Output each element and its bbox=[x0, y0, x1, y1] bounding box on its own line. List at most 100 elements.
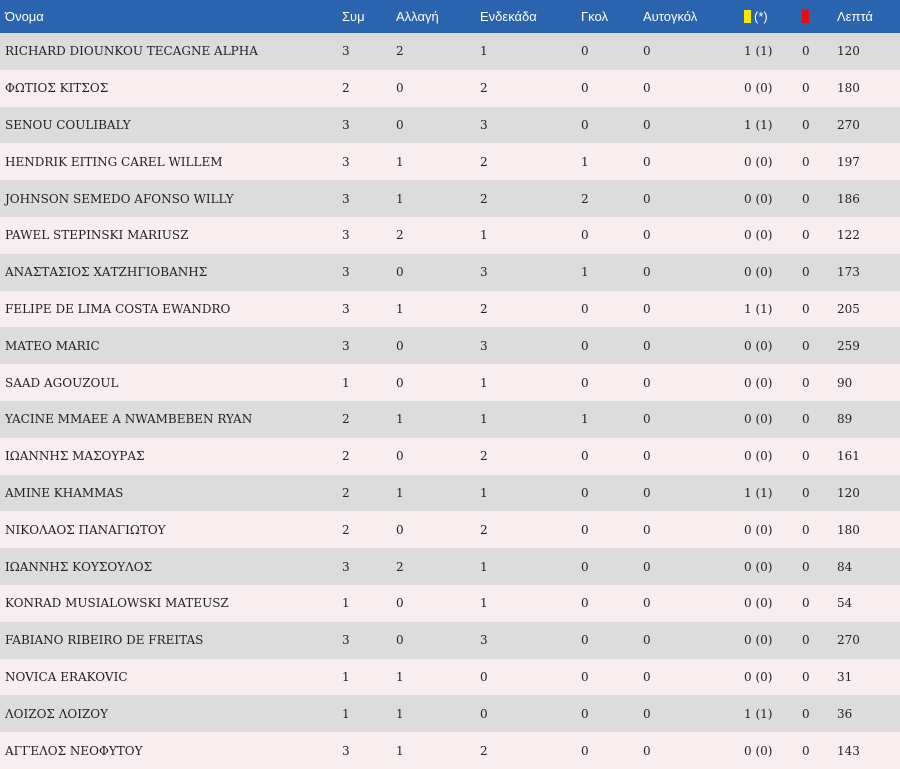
cell-minutes: 36 bbox=[837, 706, 853, 721]
cell-yellow-cards: 0 (0) bbox=[744, 596, 773, 611]
cell-own-goals: 0 bbox=[643, 44, 651, 59]
header-name[interactable]: Όνομα bbox=[5, 9, 44, 24]
cell-own-goals: 0 bbox=[643, 633, 651, 648]
cell-apps: 2 bbox=[342, 522, 350, 537]
cell-name: NOVICA ERAKOVIC bbox=[5, 669, 128, 684]
cell-minutes: 186 bbox=[837, 191, 860, 206]
cell-name: AMINE KHAMMAS bbox=[5, 485, 124, 500]
table-row: FABIANO RIBEIRO DE FREITAS 3 0 3 0 0 0 (0) 0 270 bbox=[0, 621, 900, 659]
cell-goals: 0 bbox=[581, 596, 589, 611]
cell-red-cards: 0 bbox=[802, 706, 810, 721]
cell-yellow-cards: 1 (1) bbox=[744, 706, 773, 721]
cell-starts: 3 bbox=[480, 265, 488, 280]
cell-sub: 0 bbox=[396, 117, 404, 132]
cell-red-cards: 0 bbox=[802, 81, 810, 96]
cell-sub: 0 bbox=[396, 375, 404, 390]
cell-yellow-cards: 0 (0) bbox=[744, 154, 773, 169]
cell-own-goals: 0 bbox=[643, 743, 651, 758]
cell-minutes: 270 bbox=[837, 633, 860, 648]
header-starts[interactable]: Ενδεκάδα bbox=[480, 9, 537, 24]
cell-minutes: 84 bbox=[837, 559, 853, 574]
header-minutes[interactable]: Λεπτά bbox=[837, 9, 873, 24]
cell-sub: 1 bbox=[396, 485, 404, 500]
cell-red-cards: 0 bbox=[802, 44, 810, 59]
cell-own-goals: 0 bbox=[643, 412, 651, 427]
cell-apps: 3 bbox=[342, 191, 350, 206]
cell-minutes: 173 bbox=[837, 265, 860, 280]
cell-own-goals: 0 bbox=[643, 191, 651, 206]
cell-apps: 3 bbox=[342, 117, 350, 132]
cell-goals: 0 bbox=[581, 485, 589, 500]
cell-sub: 0 bbox=[396, 338, 404, 353]
cell-own-goals: 0 bbox=[643, 449, 651, 464]
cell-name: FABIANO RIBEIRO DE FREITAS bbox=[5, 633, 204, 648]
cell-sub: 0 bbox=[396, 265, 404, 280]
cell-starts: 2 bbox=[480, 449, 488, 464]
table-header: Όνομα Συμ Αλλαγή Ενδεκάδα Γκολ Αυτογκόλ … bbox=[0, 0, 900, 33]
cell-yellow-cards: 0 (0) bbox=[744, 669, 773, 684]
header-red-cards[interactable] bbox=[802, 0, 837, 33]
cell-sub: 0 bbox=[396, 633, 404, 648]
cell-red-cards: 0 bbox=[802, 449, 810, 464]
cell-starts: 1 bbox=[480, 412, 488, 427]
header-yellow-cards[interactable]: (*) bbox=[744, 0, 802, 33]
cell-starts: 0 bbox=[480, 706, 488, 721]
cell-minutes: 197 bbox=[837, 154, 860, 169]
cell-apps: 2 bbox=[342, 81, 350, 96]
cell-goals: 1 bbox=[581, 412, 589, 427]
cell-yellow-cards: 0 (0) bbox=[744, 449, 773, 464]
cell-sub: 1 bbox=[396, 743, 404, 758]
cell-apps: 2 bbox=[342, 449, 350, 464]
cell-minutes: 120 bbox=[837, 44, 860, 59]
cell-apps: 2 bbox=[342, 412, 350, 427]
cell-sub: 1 bbox=[396, 301, 404, 316]
cell-red-cards: 0 bbox=[802, 412, 810, 427]
table-row: FELIPE DE LIMA COSTA EWANDRO 3 1 2 0 0 1 (1) 0 2… bbox=[0, 290, 900, 328]
header-sub[interactable]: Αλλαγή bbox=[396, 9, 439, 24]
cell-yellow-cards: 0 (0) bbox=[744, 743, 773, 758]
cell-goals: 2 bbox=[581, 191, 589, 206]
header-apps[interactable]: Συμ bbox=[342, 9, 365, 24]
table-row: ΙΩΑΝΝΗΣ ΚΟΥΣΟΥΛΟΣ 3 2 1 0 0 0 (0) 0 84 bbox=[0, 548, 900, 585]
cell-name: FELIPE DE LIMA COSTA EWANDRO bbox=[5, 301, 231, 316]
cell-red-cards: 0 bbox=[802, 559, 810, 574]
cell-apps: 3 bbox=[342, 265, 350, 280]
cell-starts: 1 bbox=[480, 228, 488, 243]
cell-sub: 0 bbox=[396, 81, 404, 96]
cell-red-cards: 0 bbox=[802, 522, 810, 537]
cell-red-cards: 0 bbox=[802, 596, 810, 611]
cell-minutes: 122 bbox=[837, 228, 860, 243]
cell-red-cards: 0 bbox=[802, 191, 810, 206]
cell-own-goals: 0 bbox=[643, 485, 651, 500]
cell-name: ΝΙΚΟΛΑΟΣ ΠΑΝΑΓΙΩΤΟΥ bbox=[5, 522, 166, 537]
cell-name: RICHARD DIOUNKOU TECAGNE ALPHA bbox=[5, 44, 258, 59]
table-row: ΑΓΓΕΛΟΣ ΝΕΟΦΥΤΟΥ 3 1 2 0 0 0 (0) 0 143 bbox=[0, 732, 900, 769]
cell-red-cards: 0 bbox=[802, 485, 810, 500]
cell-name: YACINE MMAEE A NWAMBEBEN RYAN bbox=[5, 412, 253, 427]
table-row: KONRAD MUSIALOWSKI MATEUSZ 1 0 1 0 0 0 (0) 0 54 bbox=[0, 584, 900, 622]
table-row: SAAD AGOUZOUL 1 0 1 0 0 0 (0) 0 90 bbox=[0, 364, 900, 401]
cell-own-goals: 0 bbox=[643, 596, 651, 611]
cell-sub: 0 bbox=[396, 522, 404, 537]
cell-starts: 2 bbox=[480, 154, 488, 169]
cell-yellow-cards: 0 (0) bbox=[744, 338, 773, 353]
header-yellow-label: (*) bbox=[754, 9, 768, 24]
cell-apps: 3 bbox=[342, 338, 350, 353]
cell-sub: 0 bbox=[396, 449, 404, 464]
cell-starts: 3 bbox=[480, 117, 488, 132]
table-row: ΙΩΑΝΝΗΣ ΜΑΣΟΥΡΑΣ 2 0 2 0 0 0 (0) 0 161 bbox=[0, 437, 900, 475]
cell-sub: 1 bbox=[396, 154, 404, 169]
header-own-goals[interactable]: Αυτογκόλ bbox=[643, 9, 698, 24]
cell-sub: 0 bbox=[396, 596, 404, 611]
cell-starts: 1 bbox=[480, 596, 488, 611]
cell-own-goals: 0 bbox=[643, 559, 651, 574]
cell-name: HENDRIK EITING CAREL WILLEM bbox=[5, 154, 223, 169]
header-goals[interactable]: Γκολ bbox=[581, 9, 608, 24]
cell-yellow-cards: 1 (1) bbox=[744, 485, 773, 500]
cell-minutes: 270 bbox=[837, 117, 860, 132]
cell-sub: 1 bbox=[396, 669, 404, 684]
table-row: ΛΟΙΖΟΣ ΛΟΙΖΟΥ 1 1 0 0 0 1 (1) 0 36 bbox=[0, 695, 900, 733]
cell-goals: 0 bbox=[581, 743, 589, 758]
cell-sub: 2 bbox=[396, 559, 404, 574]
cell-starts: 3 bbox=[480, 633, 488, 648]
